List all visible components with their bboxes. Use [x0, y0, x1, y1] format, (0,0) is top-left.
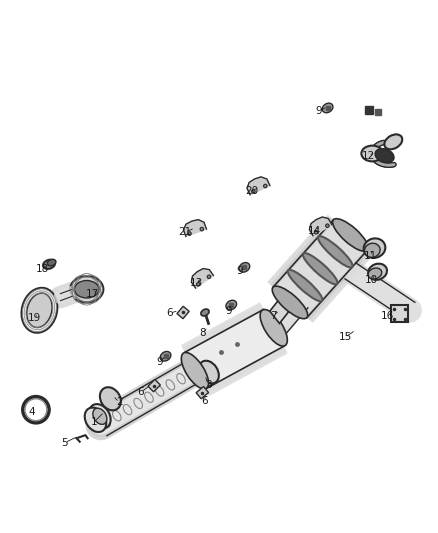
Ellipse shape — [201, 309, 209, 316]
Text: 18: 18 — [36, 264, 49, 273]
Ellipse shape — [160, 351, 171, 361]
Text: 12: 12 — [362, 151, 375, 161]
Ellipse shape — [194, 364, 215, 386]
Ellipse shape — [43, 260, 55, 269]
Ellipse shape — [199, 361, 219, 383]
Ellipse shape — [322, 103, 333, 113]
Ellipse shape — [272, 286, 308, 319]
Text: 6: 6 — [138, 387, 145, 397]
Text: 9: 9 — [237, 266, 244, 276]
Ellipse shape — [260, 310, 287, 346]
Text: 11: 11 — [364, 251, 377, 261]
Circle shape — [325, 224, 329, 228]
Text: 8: 8 — [199, 328, 206, 338]
Text: 19: 19 — [28, 313, 41, 323]
Ellipse shape — [239, 263, 250, 272]
Text: 9: 9 — [156, 357, 163, 367]
Text: 14: 14 — [308, 225, 321, 236]
Text: 21: 21 — [178, 228, 191, 237]
Circle shape — [25, 399, 47, 421]
Ellipse shape — [368, 264, 387, 280]
Text: 9: 9 — [315, 106, 322, 116]
Ellipse shape — [100, 387, 121, 410]
Ellipse shape — [303, 253, 338, 285]
Circle shape — [314, 230, 318, 234]
Text: 15: 15 — [339, 333, 352, 343]
Text: 3: 3 — [205, 379, 212, 390]
Ellipse shape — [385, 134, 402, 149]
Text: 6: 6 — [201, 397, 208, 406]
Circle shape — [264, 184, 267, 188]
Polygon shape — [191, 269, 214, 289]
Ellipse shape — [318, 236, 353, 268]
Ellipse shape — [70, 276, 103, 302]
Ellipse shape — [89, 404, 111, 429]
Ellipse shape — [74, 280, 99, 298]
Ellipse shape — [47, 260, 56, 266]
Circle shape — [252, 190, 255, 193]
Text: 13: 13 — [190, 278, 203, 288]
Ellipse shape — [375, 149, 394, 163]
Polygon shape — [184, 220, 207, 237]
Circle shape — [23, 397, 49, 423]
Text: 2: 2 — [116, 397, 123, 407]
Bar — [177, 306, 189, 319]
Ellipse shape — [21, 288, 57, 333]
Circle shape — [188, 232, 191, 236]
Ellipse shape — [361, 146, 383, 161]
Text: 6: 6 — [166, 309, 173, 318]
Ellipse shape — [93, 408, 107, 424]
Bar — [391, 305, 408, 322]
Circle shape — [197, 282, 200, 286]
Ellipse shape — [332, 219, 368, 251]
Text: 5: 5 — [61, 438, 68, 448]
Ellipse shape — [27, 293, 52, 327]
Bar — [196, 386, 208, 399]
Ellipse shape — [364, 238, 385, 258]
Circle shape — [200, 228, 204, 231]
Text: 9: 9 — [225, 306, 232, 316]
Ellipse shape — [181, 352, 208, 389]
Circle shape — [207, 275, 211, 279]
Ellipse shape — [368, 268, 382, 279]
Text: 10: 10 — [365, 274, 378, 285]
Text: 16: 16 — [381, 311, 394, 320]
Text: 17: 17 — [86, 289, 99, 298]
Text: 1: 1 — [91, 417, 98, 427]
Bar — [148, 379, 160, 392]
Polygon shape — [309, 217, 332, 236]
Ellipse shape — [288, 270, 322, 301]
Ellipse shape — [364, 243, 380, 257]
Ellipse shape — [85, 408, 106, 432]
Polygon shape — [247, 177, 270, 196]
Text: 4: 4 — [28, 407, 35, 417]
Text: 20: 20 — [245, 186, 258, 196]
Text: 7: 7 — [270, 311, 277, 320]
Polygon shape — [270, 299, 289, 324]
Ellipse shape — [226, 300, 237, 310]
